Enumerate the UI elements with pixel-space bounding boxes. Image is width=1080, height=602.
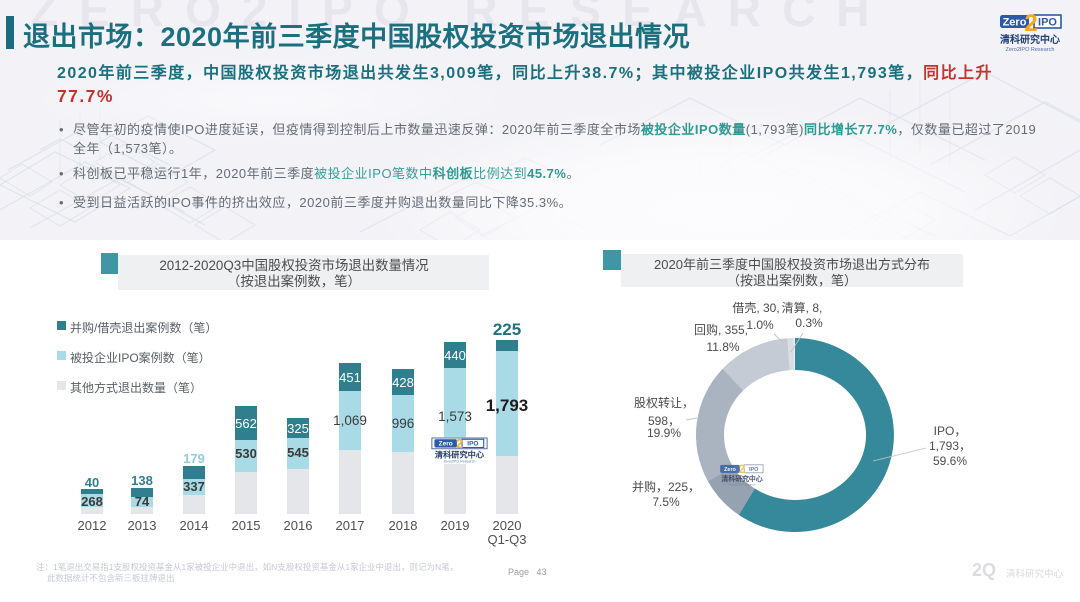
svg-text:2: 2	[456, 437, 463, 451]
svg-text:清科研究中心: 清科研究中心	[435, 449, 485, 459]
svg-text:清科研究中心: 清科研究中心	[1000, 33, 1060, 46]
svg-text:Zero: Zero	[724, 467, 736, 473]
svg-text:2: 2	[1024, 10, 1037, 37]
svg-text:2: 2	[739, 463, 745, 476]
svg-text:Zero2IPO Research: Zero2IPO Research	[1006, 47, 1055, 52]
svg-text:IPO: IPO	[1038, 17, 1057, 29]
svg-text:Zero2IPO Research: Zero2IPO Research	[443, 460, 475, 464]
svg-text:IPO: IPO	[467, 441, 478, 448]
svg-text:清科研究中心: 清科研究中心	[721, 474, 762, 483]
svg-text:Zero: Zero	[1003, 17, 1027, 29]
svg-text:Zero: Zero	[439, 441, 453, 448]
svg-text:IPO: IPO	[749, 467, 758, 473]
svg-text:Zero2IPO Research: Zero2IPO Research	[728, 483, 755, 487]
